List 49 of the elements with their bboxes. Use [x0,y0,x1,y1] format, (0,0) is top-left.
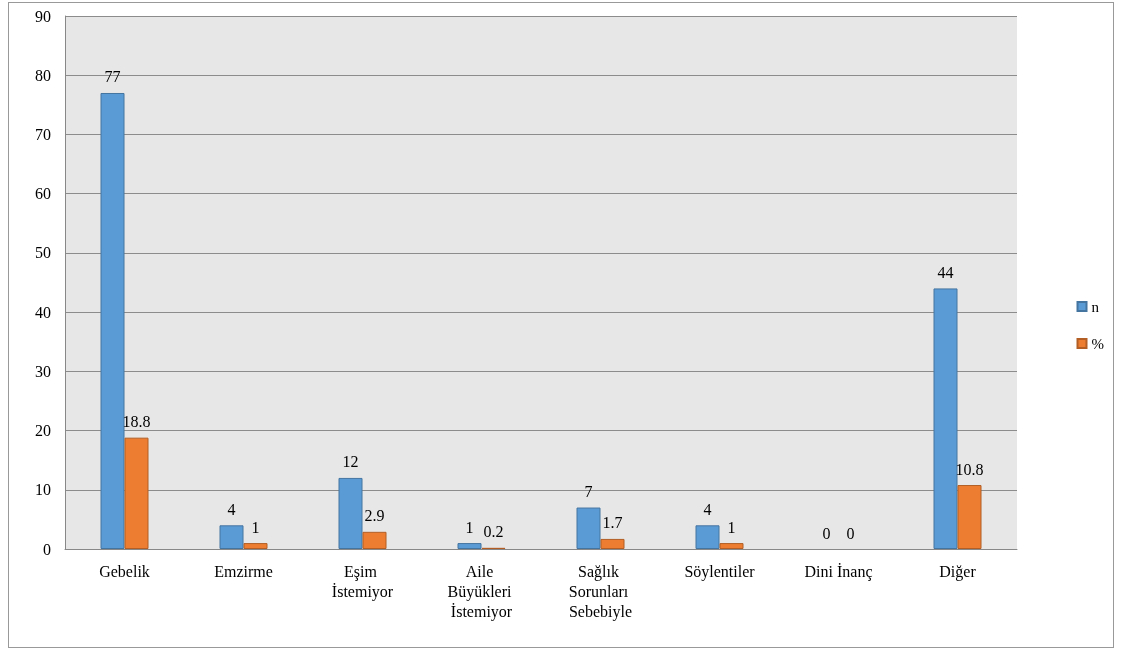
x-tick-label: Emzirme [214,562,273,580]
data-label: 1 [465,518,474,536]
data-label: 1.7 [602,514,623,532]
data-label: 0 [846,524,855,542]
bar [933,288,958,549]
data-label: 10.8 [955,460,984,478]
bar [600,538,625,549]
bar [457,543,482,549]
bar [719,543,744,549]
data-label: 12 [342,453,359,471]
data-label: 4 [703,500,712,518]
y-tick-label: 20 [35,422,51,440]
bar [576,507,601,549]
data-label: 2.9 [364,507,385,525]
legend-label: n [1091,298,1100,315]
y-tick-label: 50 [35,244,51,262]
data-label: 77 [104,68,121,86]
x-tick-label: Gebelik [99,562,150,580]
bar [362,531,387,549]
bar [957,485,982,549]
y-tick-label: 0 [43,540,51,558]
data-label: 1 [251,518,260,536]
data-label: 4 [227,500,236,518]
y-tick-label: 60 [35,185,51,203]
legend-label: % [1091,335,1104,352]
x-tick-label: Diğer [939,562,977,581]
y-tick-label: 70 [35,125,51,143]
data-label: 18.8 [122,413,151,431]
x-tick-label: Sağlık Sorunları Sebebiyle [568,562,633,621]
x-tick-label: Söylentiler [684,562,756,581]
y-tick-label: 30 [35,362,51,380]
bar [243,543,268,549]
bar [124,437,149,549]
y-tick-label: 80 [35,66,51,84]
y-tick-label: 90 [35,7,51,25]
data-label: 0 [822,524,831,542]
bar [219,525,244,549]
y-tick-label: 40 [35,303,51,321]
x-tick-label: Aile Büyükleri İstemiyor [447,562,516,621]
data-label: 1 [727,518,736,536]
data-label: 44 [937,263,954,281]
data-label: 7 [584,483,593,501]
bar [338,477,363,549]
y-tick-label: 10 [35,481,51,499]
bar [100,92,125,549]
bar [695,525,720,549]
x-tick-label: Dini İnanç [804,562,873,581]
x-tick-label: Eşim İstemiyor [331,562,394,601]
data-label: 0.2 [483,523,504,541]
